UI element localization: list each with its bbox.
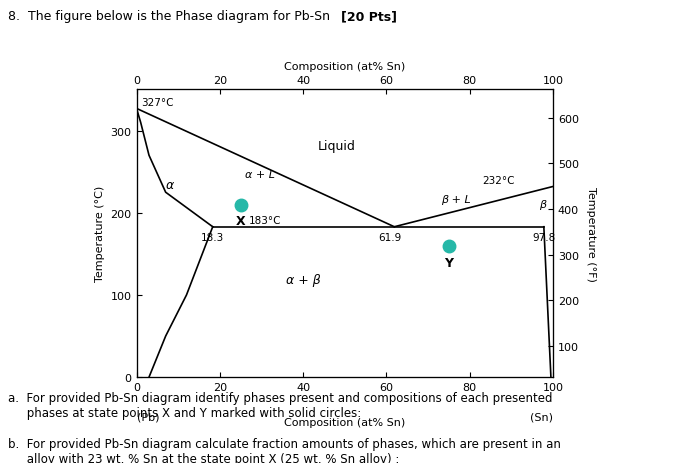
Text: 327°C: 327°C bbox=[141, 98, 173, 107]
X-axis label: Composition (at% Sn): Composition (at% Sn) bbox=[284, 62, 405, 72]
X-axis label: Composition (at% Sn): Composition (at% Sn) bbox=[284, 417, 405, 427]
Text: 97.8: 97.8 bbox=[532, 232, 556, 242]
Text: α + β: α + β bbox=[286, 273, 321, 286]
Text: Y: Y bbox=[444, 256, 454, 269]
Text: 18.3: 18.3 bbox=[201, 232, 224, 242]
Text: 232°C: 232°C bbox=[482, 175, 514, 185]
Text: α + L: α + L bbox=[245, 170, 275, 180]
Y-axis label: Temperature (°F): Temperature (°F) bbox=[586, 187, 596, 281]
Text: a.  For provided Pb-Sn diagram identify phases present and compositions of each : a. For provided Pb-Sn diagram identify p… bbox=[8, 391, 553, 419]
Text: 61.9: 61.9 bbox=[379, 232, 402, 242]
Text: 8.  The figure below is the Phase diagram for Pb-Sn: 8. The figure below is the Phase diagram… bbox=[8, 10, 335, 23]
Text: (Sn): (Sn) bbox=[530, 412, 553, 422]
Text: [20 Pts]: [20 Pts] bbox=[341, 10, 397, 23]
Text: Liquid: Liquid bbox=[318, 139, 356, 152]
Text: β + L: β + L bbox=[440, 194, 470, 205]
Text: (Pb): (Pb) bbox=[136, 412, 159, 422]
Y-axis label: Temperature (°C): Temperature (°C) bbox=[95, 186, 105, 282]
Text: b.  For provided Pb-Sn diagram calculate fraction amounts of phases, which are p: b. For provided Pb-Sn diagram calculate … bbox=[8, 438, 561, 463]
Text: β: β bbox=[539, 200, 546, 210]
Text: X: X bbox=[236, 215, 246, 228]
Text: α: α bbox=[166, 179, 174, 192]
Text: 183°C: 183°C bbox=[249, 216, 281, 225]
